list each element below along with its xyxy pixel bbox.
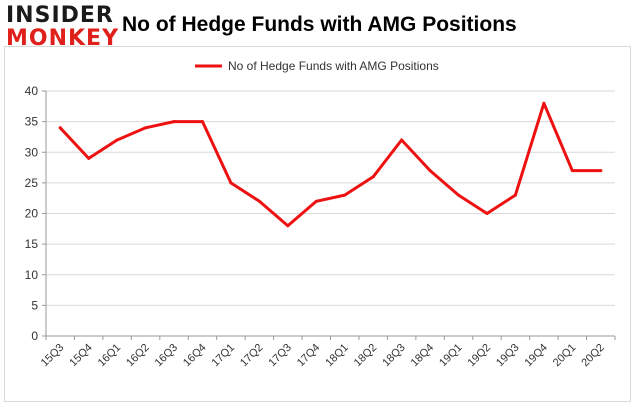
data-point [314, 199, 318, 203]
data-point [58, 126, 62, 130]
data-point [570, 169, 574, 173]
x-tick-label: 16Q2 [124, 342, 152, 370]
data-point [542, 101, 546, 105]
data-point [428, 169, 432, 173]
y-tick-label: 10 [25, 268, 39, 282]
x-tick-label: 16Q3 [153, 342, 181, 370]
logo-line-monkey: MONKEY [6, 26, 120, 51]
y-tick-label: 0 [31, 329, 38, 343]
x-tick-label: 19Q2 [466, 342, 494, 370]
x-tick-label: 15Q3 [39, 342, 67, 370]
x-tick-label: 20Q1 [551, 342, 579, 370]
x-tick-label: 19Q3 [494, 342, 522, 370]
y-tick-label: 35 [25, 115, 39, 129]
x-tick-label: 18Q2 [352, 342, 380, 370]
logo-line-insider: INSIDER [6, 3, 114, 28]
y-tick-label: 30 [25, 145, 39, 159]
series-layer [58, 101, 603, 228]
y-tick-label: 25 [25, 176, 39, 190]
data-point [513, 193, 517, 197]
chart-title: No of Hedge Funds with AMG Positions [122, 13, 517, 36]
data-point [257, 199, 261, 203]
data-point [457, 193, 461, 197]
y-tick-label: 20 [25, 207, 39, 221]
x-tick-label: 17Q3 [266, 342, 294, 370]
x-tick-label: 17Q1 [210, 342, 238, 370]
x-tick-label: 19Q4 [522, 342, 550, 370]
series-line [58, 101, 603, 228]
y-tick-label: 40 [25, 84, 39, 98]
legend-label: No of Hedge Funds with AMG Positions [228, 59, 439, 73]
data-point [200, 120, 204, 124]
x-axis-ticks: 15Q3 15Q4 16Q1 16Q2 16Q3 16Q4 17Q1 17Q2 17Q3 17Q4… [39, 336, 616, 370]
x-tick-label: 18Q1 [323, 342, 351, 370]
x-tick-label: 19Q1 [437, 342, 465, 370]
chart-frame [4, 46, 631, 402]
legend: No of Hedge Funds with AMG Positions [195, 59, 439, 73]
data-point [400, 138, 404, 142]
x-tick-label: 18Q4 [409, 342, 437, 370]
data-point [286, 224, 290, 228]
x-tick-label: 17Q4 [295, 342, 323, 370]
x-tick-label: 17Q2 [238, 342, 266, 370]
data-point [229, 181, 233, 185]
data-point [87, 156, 91, 160]
x-tick-label: 20Q2 [579, 342, 607, 370]
data-point [115, 138, 119, 142]
insider-monkey-logo: INSIDER MONKEY [6, 4, 118, 54]
data-point [599, 169, 603, 173]
data-point [485, 212, 489, 215]
x-tick-label: 15Q4 [67, 342, 95, 370]
data-point [172, 120, 176, 124]
x-tick-label: 16Q4 [181, 342, 209, 370]
y-axis-ticks: 0 5 10 15 20 25 30 35 40 [25, 84, 46, 343]
data-point [144, 126, 148, 130]
grid-lines [46, 90, 615, 306]
data-point [371, 175, 375, 179]
data-point [343, 193, 347, 197]
y-tick-label: 15 [25, 237, 39, 251]
x-tick-label: 18Q3 [380, 342, 408, 370]
y-tick-label: 5 [31, 298, 38, 312]
x-tick-label: 16Q1 [96, 342, 124, 370]
